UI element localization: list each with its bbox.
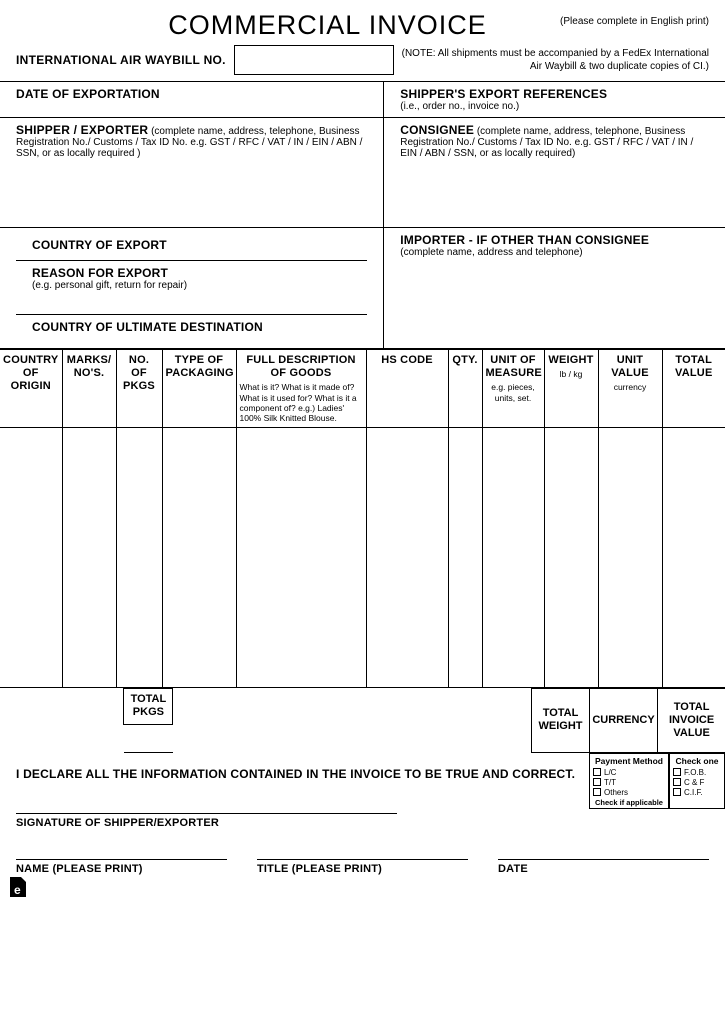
goods-cell[interactable] bbox=[116, 428, 162, 688]
waybill-label: INTERNATIONAL AIR WAYBILL NO. bbox=[16, 53, 234, 67]
checkbox-icon[interactable] bbox=[673, 788, 681, 796]
total-invoice-label: TOTAL INVOICE VALUE bbox=[658, 689, 725, 752]
goods-col-header: NO. OF PKGS bbox=[116, 350, 162, 428]
document-icon bbox=[10, 877, 26, 897]
waybill-input[interactable] bbox=[234, 45, 394, 75]
goods-col-header: WEIGHTlb / kg bbox=[544, 350, 598, 428]
currency-label: CURRENCY bbox=[589, 689, 657, 752]
country-of-export-field[interactable]: COUNTRY OF EXPORT bbox=[16, 233, 367, 261]
title-label: TITLE (PLEASE PRINT) bbox=[257, 863, 468, 875]
payment-method-header: Payment Method bbox=[593, 756, 665, 766]
goods-cell[interactable] bbox=[482, 428, 544, 688]
goods-cell[interactable] bbox=[236, 428, 366, 688]
checkbox-icon[interactable] bbox=[593, 778, 601, 786]
payment-option[interactable]: L/C bbox=[593, 768, 665, 777]
goods-cell[interactable] bbox=[448, 428, 482, 688]
goods-cell[interactable] bbox=[62, 428, 116, 688]
goods-cell[interactable] bbox=[366, 428, 448, 688]
goods-col-header: HS CODE bbox=[366, 350, 448, 428]
country-ultimate-destination-field[interactable]: COUNTRY OF ULTIMATE DESTINATION bbox=[16, 315, 367, 343]
date-of-exportation-label: DATE OF EXPORTATION bbox=[16, 87, 160, 101]
goods-col-header: COUNTRY OF ORIGIN bbox=[0, 350, 62, 428]
payment-option[interactable]: T/T bbox=[593, 778, 665, 787]
total-weight-label: TOTAL WEIGHT bbox=[532, 689, 590, 752]
totals-row: TOTAL PKGS TOTAL WEIGHTCURRENCYTOTAL INVO… bbox=[0, 688, 725, 752]
goods-cell[interactable] bbox=[662, 428, 725, 688]
signature-label: SIGNATURE OF SHIPPER/EXPORTER bbox=[16, 817, 709, 829]
checkbox-icon[interactable] bbox=[673, 768, 681, 776]
reason-for-export-sub: (e.g. personal gift, return for repair) bbox=[32, 280, 187, 291]
shippers-references-sub: (i.e., order no., invoice no.) bbox=[400, 101, 519, 112]
checkone-option[interactable]: F.O.B. bbox=[673, 768, 721, 777]
reason-for-export-label: REASON FOR EXPORT bbox=[32, 266, 168, 280]
checkone-option[interactable]: C.I.F. bbox=[673, 788, 721, 797]
goods-col-header: MARKS/ NO'S. bbox=[62, 350, 116, 428]
shippers-references-label: SHIPPER'S EXPORT REFERENCES bbox=[400, 87, 607, 101]
name-field[interactable]: NAME (PLEASE PRINT) bbox=[16, 843, 227, 875]
goods-col-header: QTY. bbox=[448, 350, 482, 428]
shipper-exporter-label: SHIPPER / EXPORTER bbox=[16, 123, 148, 137]
goods-cell[interactable] bbox=[598, 428, 662, 688]
importer-field[interactable]: IMPORTER - IF OTHER THAN CONSIGNEE (comp… bbox=[384, 228, 725, 348]
shipper-exporter-field[interactable]: SHIPPER / EXPORTER (complete name, addre… bbox=[0, 118, 384, 227]
goods-col-header: UNIT VALUEcurrency bbox=[598, 350, 662, 428]
page-title: COMMERCIAL INVOICE bbox=[136, 10, 519, 41]
consignee-label: CONSIGNEE bbox=[400, 123, 474, 137]
goods-col-header: TYPE OF PACKAGING bbox=[162, 350, 236, 428]
goods-col-header: TOTAL VALUE bbox=[662, 350, 725, 428]
consignee-field[interactable]: CONSIGNEE (complete name, address, telep… bbox=[384, 118, 725, 227]
goods-cell[interactable] bbox=[162, 428, 236, 688]
reason-for-export-field[interactable]: REASON FOR EXPORT (e.g. personal gift, r… bbox=[16, 261, 367, 315]
date-of-exportation-field[interactable]: DATE OF EXPORTATION bbox=[0, 82, 384, 117]
goods-cell[interactable] bbox=[0, 428, 62, 688]
goods-table: COUNTRY OF ORIGINMARKS/ NO'S.NO. OF PKGS… bbox=[0, 349, 725, 688]
country-ultimate-label: COUNTRY OF ULTIMATE DESTINATION bbox=[32, 320, 263, 334]
goods-col-header: UNIT OF MEASUREe.g. pieces, units, set. bbox=[482, 350, 544, 428]
checkone-option[interactable]: C & F bbox=[673, 778, 721, 787]
check-one-header: Check one bbox=[673, 756, 721, 766]
goods-col-header: FULL DESCRIPTION OF GOODSWhat is it? Wha… bbox=[236, 350, 366, 428]
shippers-references-field[interactable]: SHIPPER'S EXPORT REFERENCES (i.e., order… bbox=[384, 82, 725, 117]
name-label: NAME (PLEASE PRINT) bbox=[16, 863, 227, 875]
country-of-export-label: COUNTRY OF EXPORT bbox=[32, 238, 167, 252]
waybill-note: (NOTE: All shipments must be accompanied… bbox=[394, 47, 709, 73]
checkbox-icon[interactable] bbox=[593, 768, 601, 776]
date-label: DATE bbox=[498, 863, 709, 875]
check-one-box: Check one F.O.B.C & FC.I.F. bbox=[669, 753, 725, 809]
payment-method-footer: Check if applicable bbox=[593, 798, 665, 807]
total-pkgs-label: TOTAL PKGS bbox=[124, 689, 173, 724]
payment-method-box: Payment Method L/CT/TOthers Check if app… bbox=[589, 753, 669, 809]
importer-sub: (complete name, address and telephone) bbox=[400, 247, 582, 258]
payment-option[interactable]: Others bbox=[593, 788, 665, 797]
checkbox-icon[interactable] bbox=[593, 788, 601, 796]
checkbox-icon[interactable] bbox=[673, 778, 681, 786]
hint-english-print: (Please complete in English print) bbox=[519, 10, 709, 27]
title-field[interactable]: TITLE (PLEASE PRINT) bbox=[257, 843, 468, 875]
importer-label: IMPORTER - IF OTHER THAN CONSIGNEE bbox=[400, 233, 649, 247]
goods-cell[interactable] bbox=[544, 428, 598, 688]
date-field[interactable]: DATE bbox=[498, 843, 709, 875]
total-pkgs-value[interactable] bbox=[124, 724, 173, 752]
